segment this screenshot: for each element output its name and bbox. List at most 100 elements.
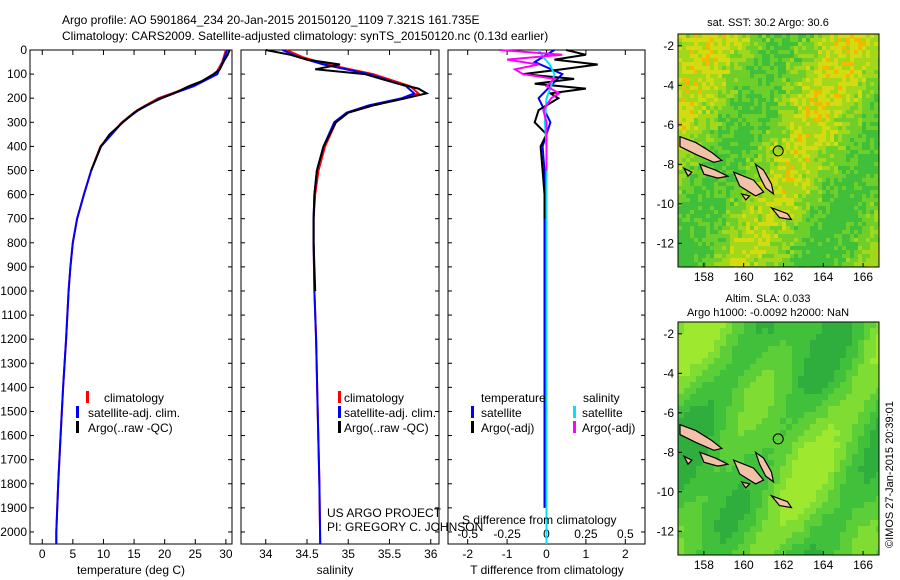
heatmap-cell	[722, 66, 727, 71]
heatmap-cell	[786, 526, 793, 533]
heatmap-cell	[710, 202, 715, 207]
heatmap-cell	[678, 508, 685, 515]
heatmap-cell	[758, 154, 763, 159]
heatmap-cell	[744, 460, 751, 467]
heatmap-cell	[806, 50, 811, 55]
heatmap-cell	[768, 508, 775, 515]
heatmap-cell	[734, 234, 739, 239]
heatmap-cell	[864, 358, 871, 365]
heatmap-cell	[698, 90, 703, 95]
heatmap-cell	[774, 490, 781, 497]
heatmap-cell	[766, 230, 771, 235]
sla-map-title-1: Altim. SLA: 0.033	[726, 293, 811, 305]
heatmap-cell	[730, 114, 735, 119]
heatmap-cell	[702, 110, 707, 115]
heatmap-cell	[786, 442, 793, 449]
heatmap-cell	[806, 210, 811, 215]
heatmap-cell	[750, 54, 755, 59]
heatmap-cell	[834, 106, 839, 111]
heatmap-cell	[726, 82, 731, 87]
heatmap-cell	[734, 262, 739, 267]
heatmap-cell	[810, 214, 815, 219]
heatmap-cell	[750, 484, 757, 491]
heatmap-cell	[714, 146, 719, 151]
heatmap-cell	[874, 218, 879, 223]
heatmap-cell	[810, 346, 817, 353]
heatmap-cell	[746, 150, 751, 155]
heatmap-cell	[678, 532, 685, 539]
heatmap-cell	[714, 190, 719, 195]
heatmap-cell	[702, 328, 709, 335]
heatmap-cell	[794, 110, 799, 115]
heatmap-cell	[720, 508, 727, 515]
heatmap-cell	[834, 382, 841, 389]
s-difference-label: S difference from climatology	[462, 513, 617, 527]
heatmap-cell	[876, 538, 879, 545]
heatmap-cell	[854, 178, 859, 183]
heatmap-cell	[862, 58, 867, 63]
heatmap-cell	[870, 230, 875, 235]
heatmap-cell	[744, 352, 751, 359]
heatmap-cell	[810, 382, 817, 389]
heatmap-cell	[702, 34, 707, 39]
heatmap-cell	[738, 34, 743, 39]
island	[740, 480, 751, 489]
heatmap-cell	[718, 186, 723, 191]
heatmap-cell	[726, 340, 733, 347]
heatmap-cell	[822, 454, 829, 461]
heatmap-cell	[698, 142, 703, 147]
heatmap-cell	[854, 150, 859, 155]
heatmap-cell	[678, 198, 683, 203]
heatmap-cell	[838, 46, 843, 51]
heatmap-cell	[746, 58, 751, 63]
heatmap-cell	[708, 490, 715, 497]
heatmap-cell	[858, 340, 865, 347]
heatmap-cell	[814, 138, 819, 143]
heatmap-cell	[870, 454, 877, 461]
heatmap-cell	[768, 352, 775, 359]
heatmap-cell	[830, 170, 835, 175]
heatmap-cell	[686, 254, 691, 259]
heatmap-cell	[850, 154, 855, 159]
heatmap-cell	[818, 238, 823, 243]
heatmap-cell	[746, 222, 751, 227]
heatmap-cell	[714, 86, 719, 91]
heatmap-cell	[838, 42, 843, 47]
heatmap-cell	[770, 42, 775, 47]
heatmap-cell	[810, 322, 817, 329]
heatmap-cell	[708, 478, 715, 485]
heatmap-cell	[786, 218, 791, 223]
heatmap-cell	[690, 358, 697, 365]
heatmap-cell	[862, 122, 867, 127]
heatmap-cell	[846, 230, 851, 235]
heatmap-cell	[726, 436, 733, 443]
x-tick-label: 10	[97, 547, 111, 561]
heatmap-cell	[718, 62, 723, 67]
heatmap-cell	[734, 246, 739, 251]
heatmap-cell	[722, 46, 727, 51]
heatmap-cell	[708, 550, 715, 555]
heatmap-cell	[770, 234, 775, 239]
heatmap-cell	[754, 102, 759, 107]
lon-tick-label: 162	[773, 270, 793, 284]
heatmap-cell	[694, 58, 699, 63]
heatmap-cell	[810, 102, 815, 107]
heatmap-cell	[798, 146, 803, 151]
heatmap-cell	[754, 50, 759, 55]
heatmap-cell	[718, 234, 723, 239]
heatmap-cell	[718, 50, 723, 55]
heatmap-cell	[818, 154, 823, 159]
heatmap-cell	[806, 58, 811, 63]
heatmap-cell	[870, 412, 877, 419]
heatmap-cell	[726, 334, 733, 341]
heatmap-cell	[734, 42, 739, 47]
heatmap-cell	[826, 230, 831, 235]
heatmap-cell	[822, 202, 827, 207]
heatmap-cell	[858, 514, 865, 521]
heatmap-cell	[798, 110, 803, 115]
heatmap-cell	[702, 364, 709, 371]
legend-label-t-argo: Argo(-adj)	[481, 421, 534, 435]
heatmap-cell	[738, 58, 743, 63]
heatmap-cell	[756, 340, 763, 347]
heatmap-cell	[694, 82, 699, 87]
